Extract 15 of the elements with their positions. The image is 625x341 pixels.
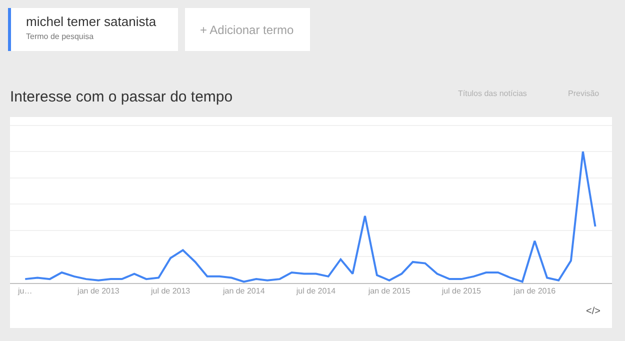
x-tick-label: jan de 2015: [367, 286, 411, 296]
text: Títulos das notícias: [458, 89, 527, 98]
x-tick-label: jan de 2016: [512, 286, 556, 296]
text: michel temer satanista: [26, 14, 157, 29]
x-tick-label: ju…: [17, 286, 32, 296]
text: + Adicionar termo: [200, 23, 294, 37]
text: Termo de pesquisa: [26, 32, 94, 41]
x-tick-label: jan de 2014: [222, 286, 266, 296]
text: </>: [586, 306, 601, 317]
x-tick-label: jul de 2014: [295, 286, 336, 296]
text: Previsão: [568, 89, 600, 98]
x-tick-label: jul de 2015: [440, 286, 482, 296]
x-tick-label: jan de 2013: [76, 286, 120, 296]
x-tick-label: jul de 2013: [150, 286, 191, 296]
chart-title: Interesse com o passar do tempo: [10, 88, 233, 106]
